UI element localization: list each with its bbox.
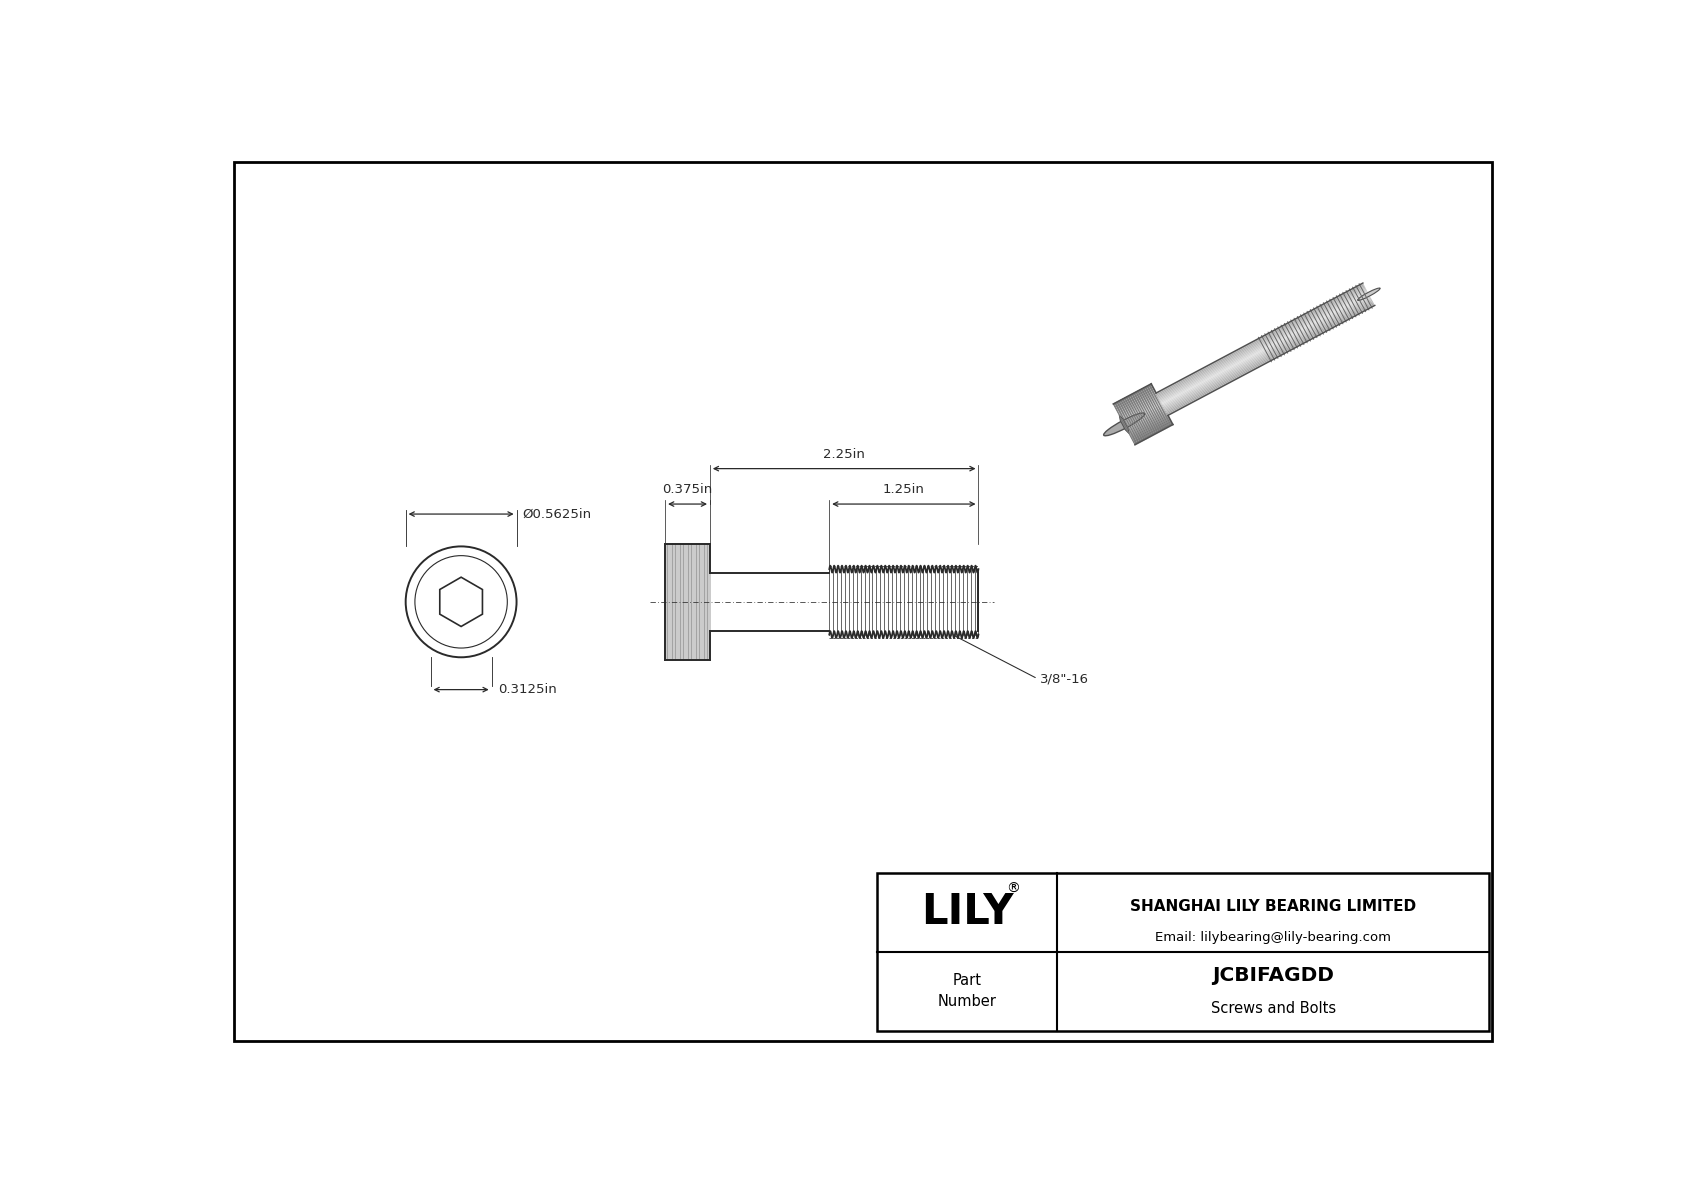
Polygon shape xyxy=(1167,303,1374,413)
Polygon shape xyxy=(1118,394,1157,416)
Polygon shape xyxy=(1113,384,1152,406)
Polygon shape xyxy=(1162,293,1369,404)
Polygon shape xyxy=(1167,305,1374,416)
Polygon shape xyxy=(1162,294,1369,405)
Text: SHANGHAI LILY BEARING LIMITED: SHANGHAI LILY BEARING LIMITED xyxy=(1130,898,1416,913)
Polygon shape xyxy=(1165,301,1372,412)
Polygon shape xyxy=(1125,406,1164,429)
Ellipse shape xyxy=(1103,413,1145,436)
Polygon shape xyxy=(1160,289,1367,401)
Text: Email: lilybearing@lily-bearing.com: Email: lilybearing@lily-bearing.com xyxy=(1155,931,1391,944)
Polygon shape xyxy=(1167,304,1374,414)
Polygon shape xyxy=(1125,404,1164,426)
Polygon shape xyxy=(1116,389,1155,412)
Polygon shape xyxy=(1160,291,1367,401)
Polygon shape xyxy=(1132,418,1170,441)
Polygon shape xyxy=(1159,286,1366,398)
Polygon shape xyxy=(1157,286,1364,397)
Polygon shape xyxy=(1130,414,1169,437)
Polygon shape xyxy=(1162,295,1371,406)
Polygon shape xyxy=(1127,411,1167,432)
Text: 1.25in: 1.25in xyxy=(882,484,925,497)
Polygon shape xyxy=(1120,416,1128,434)
Polygon shape xyxy=(1164,299,1372,410)
Text: Screws and Bolts: Screws and Bolts xyxy=(1211,1000,1335,1016)
Text: 3/8"-16: 3/8"-16 xyxy=(1041,673,1090,685)
Polygon shape xyxy=(1128,412,1167,435)
Polygon shape xyxy=(1118,392,1157,414)
Polygon shape xyxy=(1164,297,1371,407)
Polygon shape xyxy=(1159,288,1366,400)
Text: 0.3125in: 0.3125in xyxy=(498,684,556,696)
Polygon shape xyxy=(1115,386,1154,409)
Text: ®: ® xyxy=(1007,881,1021,896)
Polygon shape xyxy=(1157,285,1364,395)
Polygon shape xyxy=(1127,409,1165,430)
Polygon shape xyxy=(1165,300,1372,411)
Polygon shape xyxy=(1133,420,1172,443)
Polygon shape xyxy=(1122,400,1160,423)
Ellipse shape xyxy=(1357,288,1381,300)
Text: JCBIFAGDD: JCBIFAGDD xyxy=(1212,966,1334,985)
Polygon shape xyxy=(1120,397,1159,418)
Polygon shape xyxy=(1123,403,1162,424)
Text: LILY: LILY xyxy=(921,891,1014,934)
Text: Ø0.5625in: Ø0.5625in xyxy=(522,507,591,520)
Polygon shape xyxy=(1157,283,1364,394)
Text: 0.375in: 0.375in xyxy=(662,484,712,497)
Polygon shape xyxy=(1115,388,1155,410)
Polygon shape xyxy=(1164,298,1371,409)
Text: Part
Number: Part Number xyxy=(938,973,997,1009)
Text: 2.25in: 2.25in xyxy=(823,448,866,461)
Polygon shape xyxy=(1133,423,1174,444)
Polygon shape xyxy=(1122,398,1160,420)
Polygon shape xyxy=(1159,287,1366,399)
Polygon shape xyxy=(1160,292,1369,403)
Bar xyxy=(877,873,1489,1030)
Polygon shape xyxy=(1130,417,1170,438)
